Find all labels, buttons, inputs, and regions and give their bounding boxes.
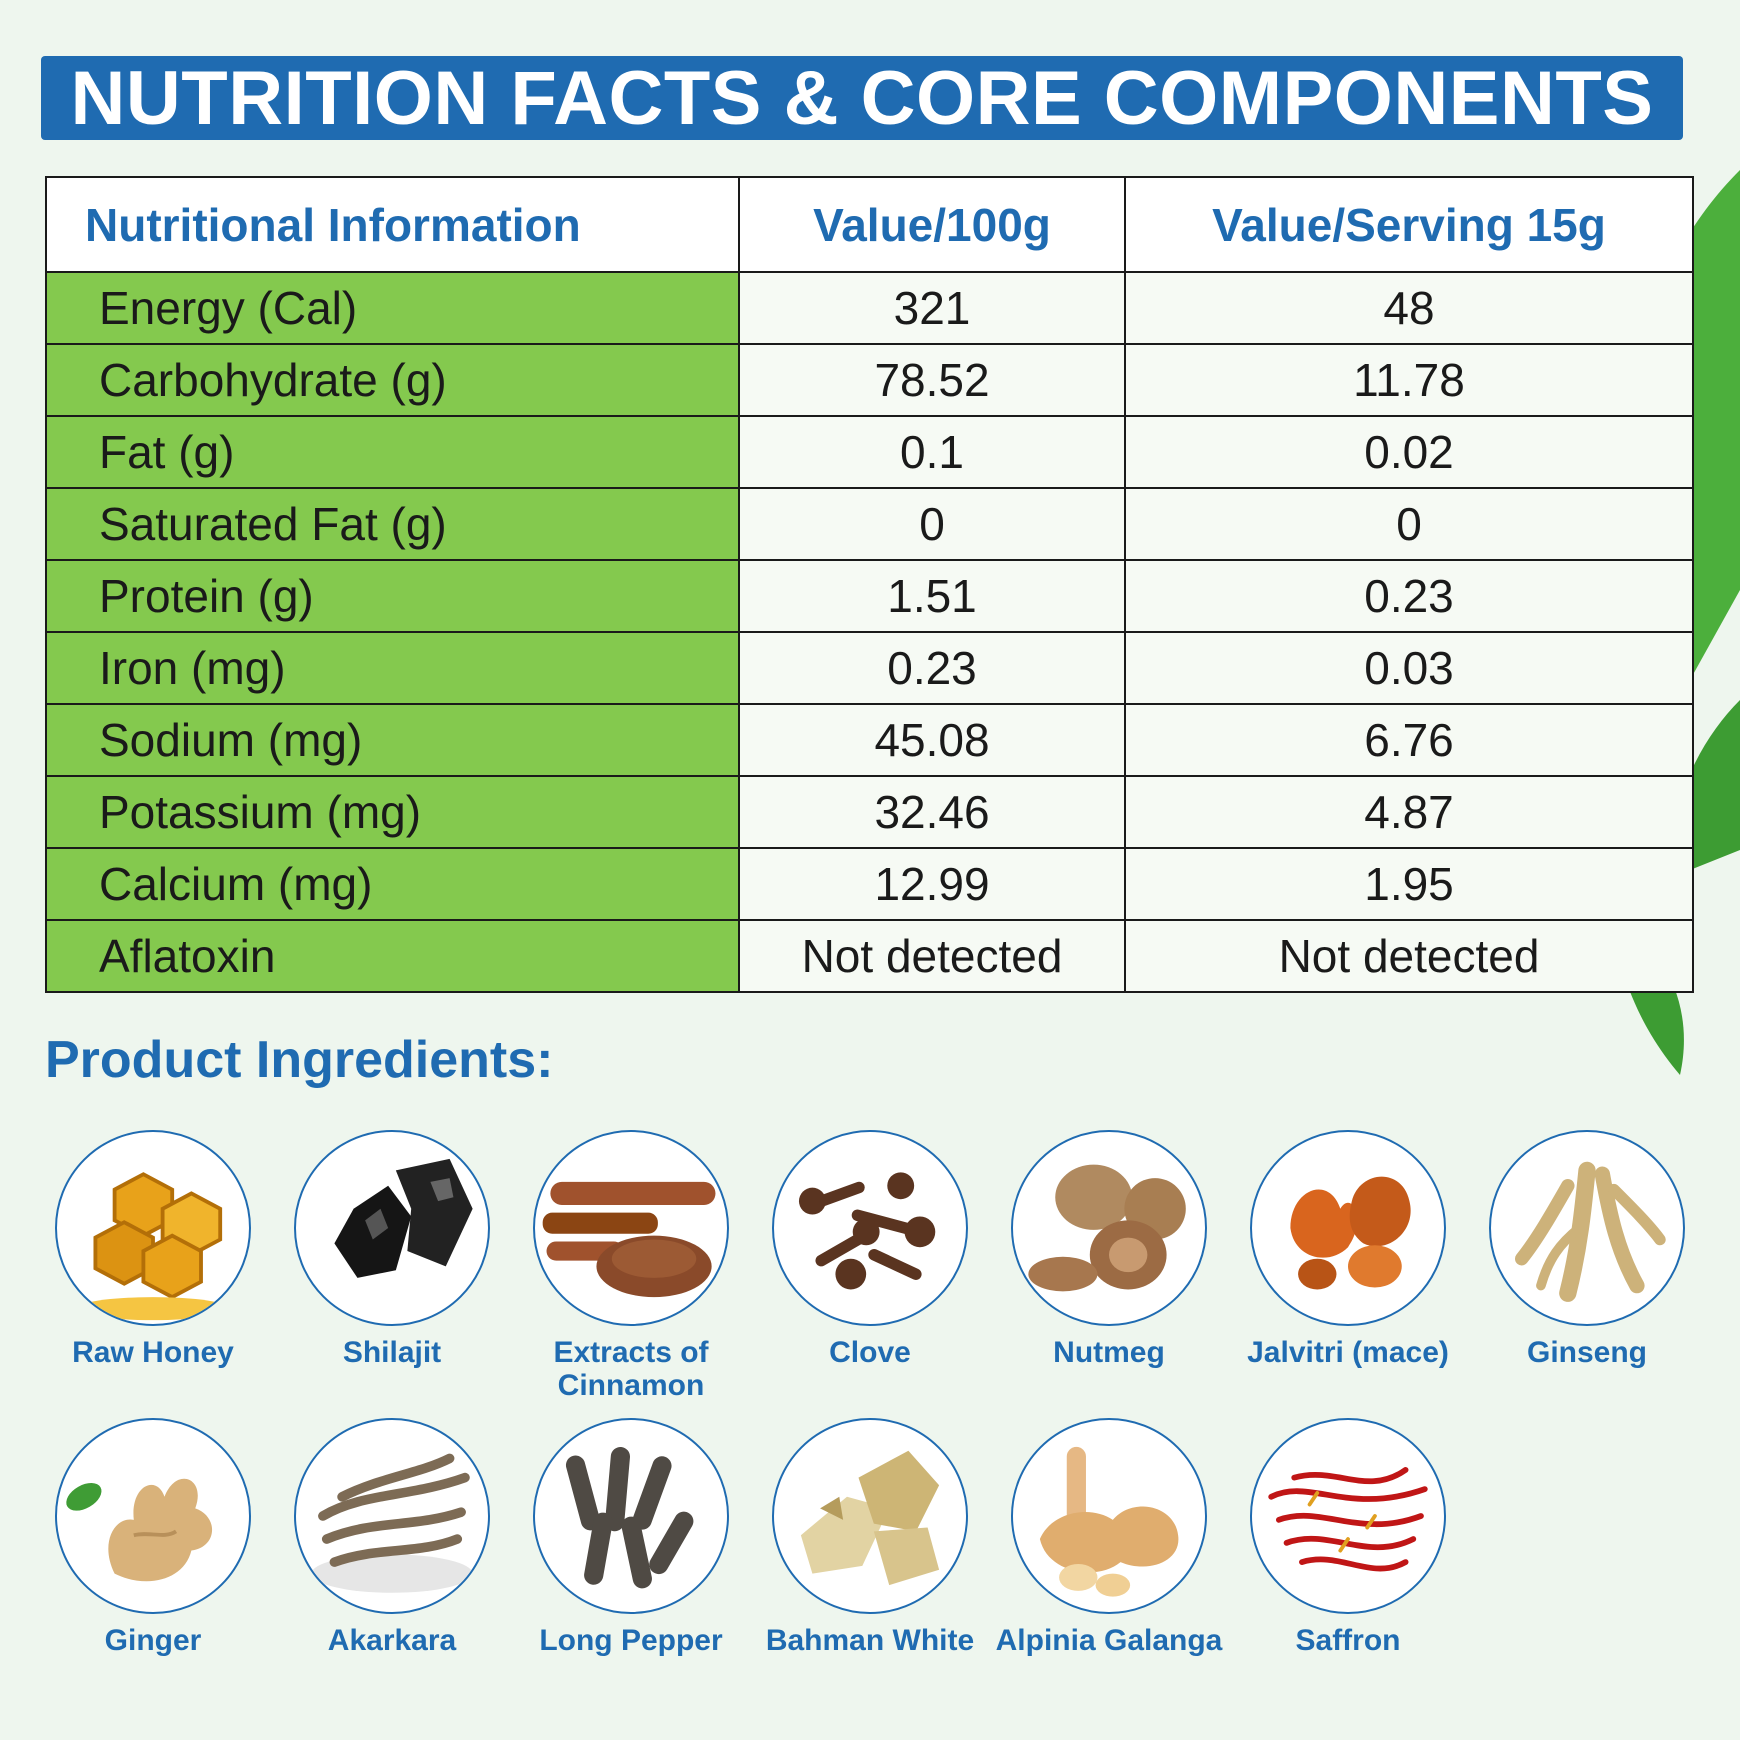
ingredients-heading: Product Ingredients: xyxy=(45,1031,554,1089)
nutmeg-icon xyxy=(1011,1130,1207,1326)
ingredient-label: Bahman White xyxy=(765,1624,975,1657)
value-per-serving: 6.76 xyxy=(1124,703,1694,777)
table-row: Saturated Fat (g) 0 0 xyxy=(45,487,1694,561)
ingredient-label: Ginger xyxy=(104,1624,202,1657)
akarkara-root-icon xyxy=(294,1418,490,1614)
ingredient-akarkara: Akarkara xyxy=(272,1418,512,1657)
ingredient-label: Nutmeg xyxy=(1053,1336,1165,1369)
ingredient-alpinia-galanga: Alpinia Galanga xyxy=(989,1418,1229,1657)
ingredient-bahman-white: Bahman White xyxy=(750,1418,990,1657)
table-row: Calcium (mg) 12.99 1.95 xyxy=(45,847,1694,921)
ingredient-label: Akarkara xyxy=(327,1624,457,1657)
value-per-serving: 48 xyxy=(1124,271,1694,345)
nutrient-name: Aflatoxin xyxy=(45,919,740,993)
ingredient-extracts-of-cinnamon: Extracts of Cinnamon xyxy=(511,1130,751,1402)
title-banner: NUTRITION FACTS & CORE COMPONENTS xyxy=(41,55,1683,141)
value-per-serving: 0.03 xyxy=(1124,631,1694,705)
table-row: Carbohydrate (g) 78.52 11.78 xyxy=(45,343,1694,417)
value-per-serving: 0.23 xyxy=(1124,559,1694,633)
nutrient-name: Fat (g) xyxy=(45,415,740,489)
ingredient-label: Ginseng xyxy=(1526,1336,1647,1369)
ingredient-long-pepper: Long Pepper xyxy=(511,1418,751,1657)
nutrient-name: Energy (Cal) xyxy=(45,271,740,345)
ingredient-label: Extracts of Cinnamon xyxy=(553,1336,709,1402)
nutrient-name: Potassium (mg) xyxy=(45,775,740,849)
header-value-per-serving: Value/Serving 15g xyxy=(1124,176,1694,273)
shilajit-resin-icon xyxy=(294,1130,490,1326)
bahman-white-root-icon xyxy=(772,1418,968,1614)
table-row: Fat (g) 0.1 0.02 xyxy=(45,415,1694,489)
value-per-100g: Not detected xyxy=(738,919,1126,993)
ingredient-saffron: Saffron xyxy=(1228,1418,1468,1657)
saffron-icon xyxy=(1250,1418,1446,1614)
value-per-serving: Not detected xyxy=(1124,919,1694,993)
value-per-100g: 32.46 xyxy=(738,775,1126,849)
value-per-serving: 11.78 xyxy=(1124,343,1694,417)
honeycomb-icon xyxy=(55,1130,251,1326)
value-per-100g: 78.52 xyxy=(738,343,1126,417)
long-pepper-icon xyxy=(533,1418,729,1614)
ingredient-raw-honey: Raw Honey xyxy=(33,1130,273,1369)
table-row: Protein (g) 1.51 0.23 xyxy=(45,559,1694,633)
nutrient-name: Iron (mg) xyxy=(45,631,740,705)
ingredient-label: Saffron xyxy=(1295,1624,1401,1657)
value-per-100g: 0 xyxy=(738,487,1126,561)
ingredient-label: Jalvitri (mace) xyxy=(1247,1336,1449,1369)
nutrition-table: Nutritional Information Value/100g Value… xyxy=(45,176,1694,993)
value-per-serving: 0.02 xyxy=(1124,415,1694,489)
value-per-serving: 4.87 xyxy=(1124,775,1694,849)
table-row: Aflatoxin Not detected Not detected xyxy=(45,919,1694,993)
table-row: Iron (mg) 0.23 0.03 xyxy=(45,631,1694,705)
ingredient-clove: Clove xyxy=(750,1130,990,1369)
nutrient-name: Sodium (mg) xyxy=(45,703,740,777)
table-row: Energy (Cal) 321 48 xyxy=(45,271,1694,345)
nutrient-name: Calcium (mg) xyxy=(45,847,740,921)
header-value-per-100g: Value/100g xyxy=(738,176,1126,273)
ingredient-label: Shilajit xyxy=(342,1336,442,1369)
ingredient-label: Long Pepper xyxy=(539,1624,723,1657)
page-title: NUTRITION FACTS & CORE COMPONENTS xyxy=(70,55,1654,141)
table-header-row: Nutritional Information Value/100g Value… xyxy=(45,176,1694,273)
value-per-serving: 0 xyxy=(1124,487,1694,561)
ingredient-nutmeg: Nutmeg xyxy=(989,1130,1229,1369)
table-row: Sodium (mg) 45.08 6.76 xyxy=(45,703,1694,777)
value-per-100g: 12.99 xyxy=(738,847,1126,921)
header-nutritional-information: Nutritional Information xyxy=(45,176,740,273)
nutrient-name: Protein (g) xyxy=(45,559,740,633)
ginger-root-icon xyxy=(55,1418,251,1614)
nutrient-name: Carbohydrate (g) xyxy=(45,343,740,417)
cinnamon-icon xyxy=(533,1130,729,1326)
value-per-100g: 321 xyxy=(738,271,1126,345)
mace-icon xyxy=(1250,1130,1446,1326)
nutrient-name: Saturated Fat (g) xyxy=(45,487,740,561)
ingredient-ginseng: Ginseng xyxy=(1467,1130,1707,1369)
value-per-serving: 1.95 xyxy=(1124,847,1694,921)
ingredient-label: Raw Honey xyxy=(72,1336,234,1369)
ingredient-label: Alpinia Galanga xyxy=(995,1624,1223,1657)
ginseng-root-icon xyxy=(1489,1130,1685,1326)
value-per-100g: 0.23 xyxy=(738,631,1126,705)
ingredient-label: Clove xyxy=(829,1336,911,1369)
galangal-root-icon xyxy=(1011,1418,1207,1614)
clove-icon xyxy=(772,1130,968,1326)
value-per-100g: 1.51 xyxy=(738,559,1126,633)
value-per-100g: 45.08 xyxy=(738,703,1126,777)
value-per-100g: 0.1 xyxy=(738,415,1126,489)
ingredient-shilajit: Shilajit xyxy=(272,1130,512,1369)
table-row: Potassium (mg) 32.46 4.87 xyxy=(45,775,1694,849)
ingredient-jalvitri-mace: Jalvitri (mace) xyxy=(1228,1130,1468,1369)
ingredient-ginger: Ginger xyxy=(33,1418,273,1657)
